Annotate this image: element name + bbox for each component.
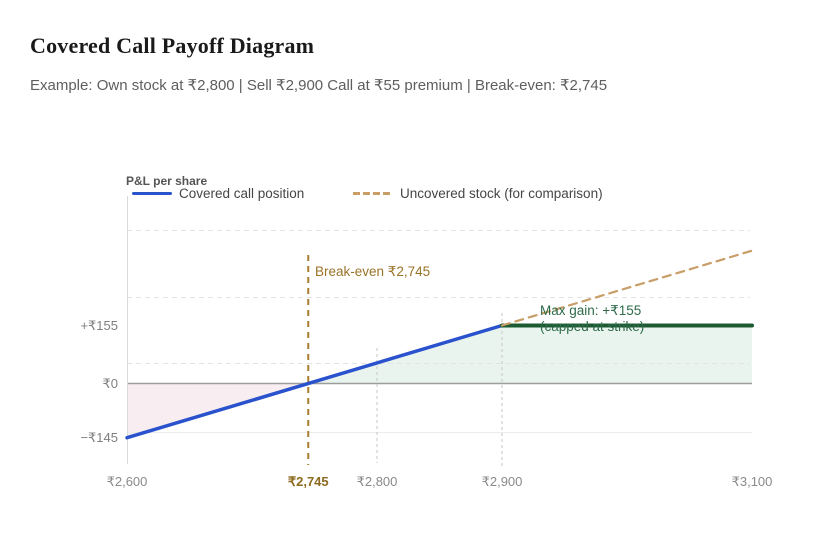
x-tick-label: ₹2,900 xyxy=(481,474,523,489)
loss-region-fill xyxy=(127,383,309,438)
legend-item-uncovered-stock: Uncovered stock (for comparison) xyxy=(353,186,603,201)
x-tick-label: ₹2,800 xyxy=(356,474,398,489)
uncovered-stock-line-swatch xyxy=(353,192,393,195)
covered-call-line-swatch xyxy=(132,191,172,196)
max-gain-annotation-line2: (capped at strike) xyxy=(540,319,645,334)
x-tick-label: ₹3,100 xyxy=(731,474,773,489)
y-tick-label: −₹145 xyxy=(80,429,118,445)
page-subtitle: Example: Own stock at ₹2,800 | Sell ₹2,9… xyxy=(30,77,608,94)
y-axis-title: P&L per share xyxy=(126,174,208,188)
break-even-annotation: Break-even ₹2,745 xyxy=(315,264,431,279)
y-tick-label: ₹0 xyxy=(102,375,118,391)
max-gain-annotation: Max gain: +₹155 (capped at strike) xyxy=(540,303,644,335)
legend-item-covered-call: Covered call position xyxy=(132,186,304,201)
y-tick-label: +₹155 xyxy=(80,317,118,333)
page-title: Covered Call Payoff Diagram xyxy=(30,33,315,58)
x-tick-label: ₹2,600 xyxy=(106,474,148,489)
legend-label-covered-call: Covered call position xyxy=(179,186,305,201)
x-tick-label: ₹2,745 xyxy=(287,474,329,489)
legend-label-uncovered-stock: Uncovered stock (for comparison) xyxy=(400,186,603,201)
max-gain-annotation-line1: Max gain: +₹155 xyxy=(540,303,642,318)
payoff_rising-line xyxy=(125,323,504,440)
gain-region-fill xyxy=(308,325,752,384)
